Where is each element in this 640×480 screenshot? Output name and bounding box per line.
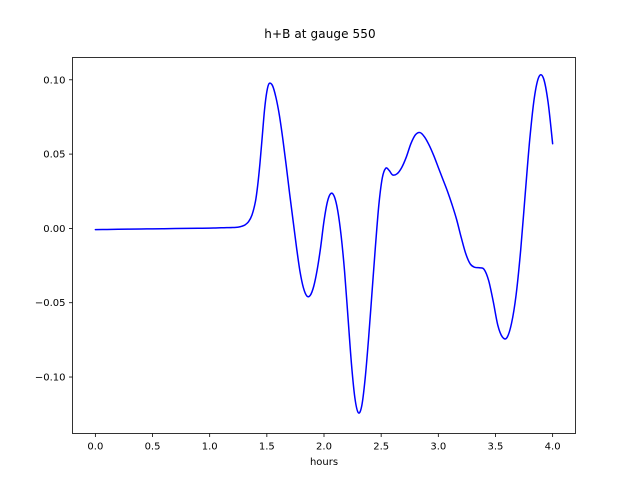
page-title: h+B at gauge 550 (264, 27, 376, 41)
x-tick-label: 1.0 (202, 442, 218, 453)
y-tick-labels: 0.10 0.05 0.00 −0.05 −0.10 (35, 75, 66, 383)
x-tick-label: 0.0 (87, 442, 103, 453)
y-tick-label: −0.10 (35, 373, 66, 384)
y-tick-label: −0.05 (35, 298, 66, 309)
x-tick-label: 0.5 (145, 442, 161, 453)
y-tick-label: 0.00 (43, 224, 65, 235)
x-tick-label: 2.0 (316, 442, 332, 453)
y-tick-label: 0.05 (43, 150, 65, 161)
x-tick-label: 3.5 (488, 442, 504, 453)
axes-frame (72, 57, 576, 434)
x-tick-marks (94, 433, 554, 437)
x-tick-label: 3.0 (430, 442, 446, 453)
x-tick-label: 4.0 (545, 442, 561, 453)
data-series-line (94, 74, 554, 414)
x-tick-label: 2.5 (373, 442, 389, 453)
x-tick-labels: 0.0 0.5 1.0 1.5 2.0 2.5 3.0 3.5 4.0 (87, 442, 560, 453)
x-tick-label: 1.5 (259, 442, 275, 453)
x-axis-label: hours (310, 457, 338, 468)
y-tick-label: 0.10 (43, 75, 65, 86)
y-tick-marks (69, 79, 73, 378)
